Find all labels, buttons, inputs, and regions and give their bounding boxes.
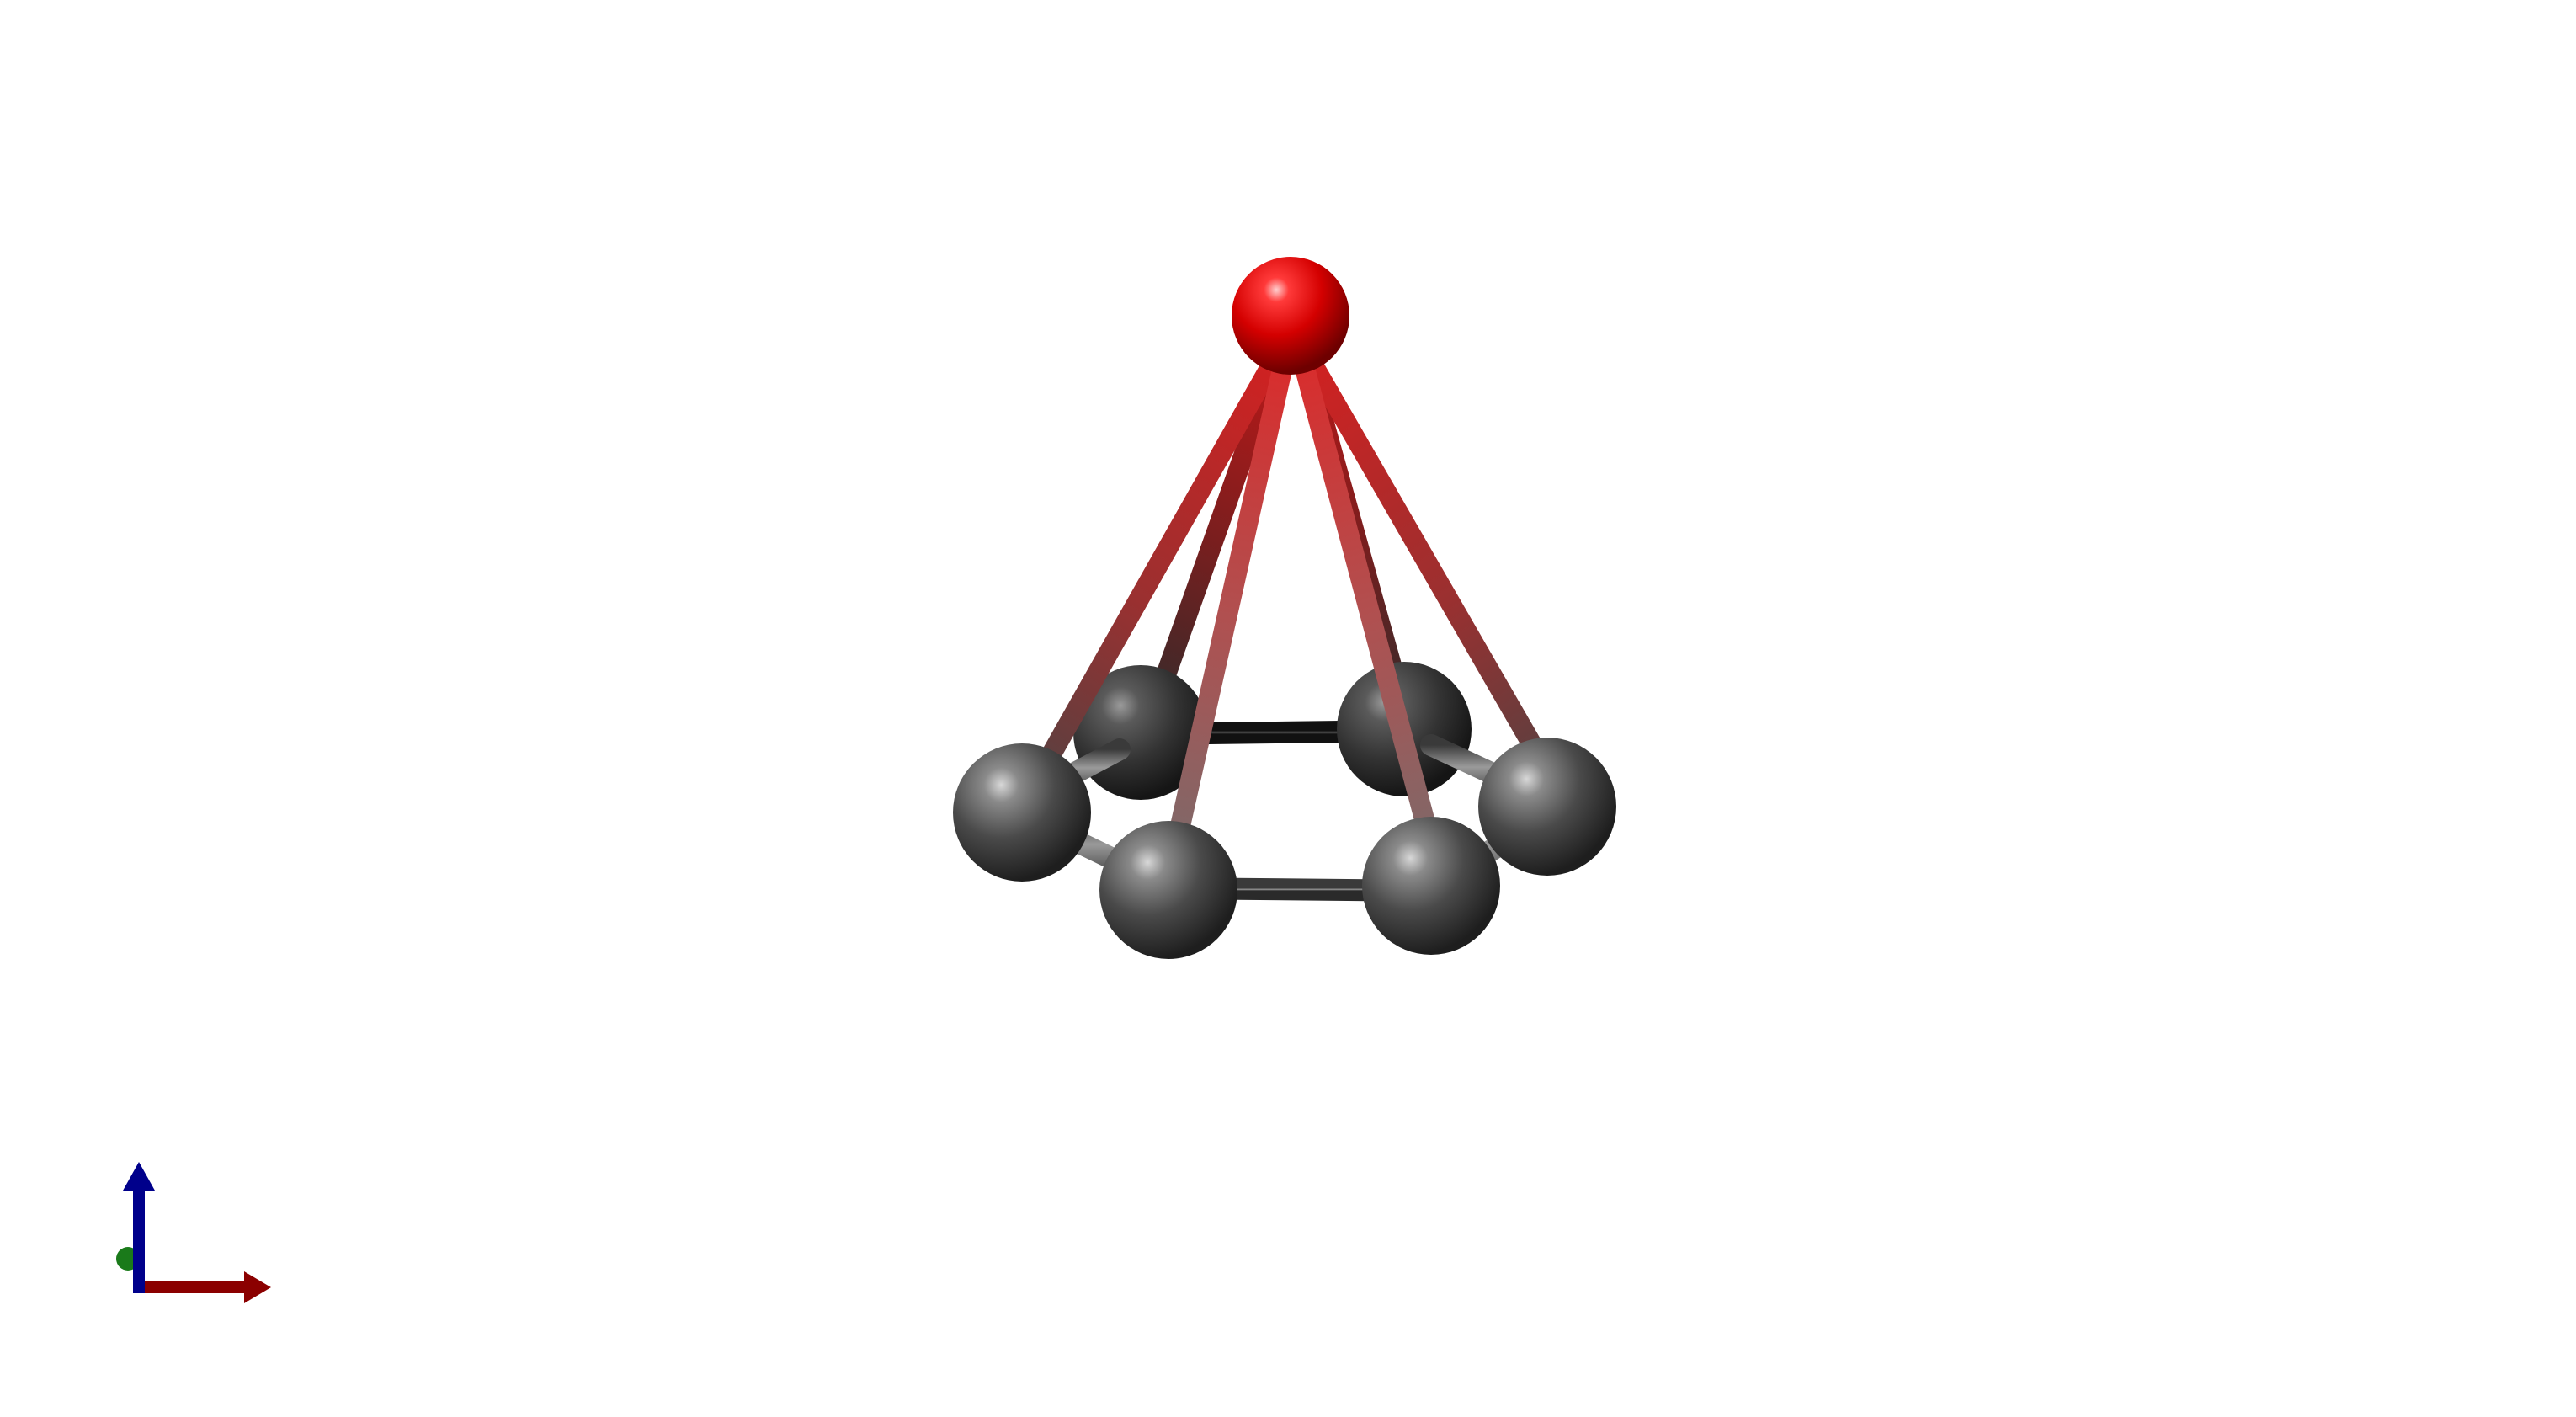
bond-apex-left bbox=[1032, 348, 1285, 780]
atom-carbon-left[interactable] bbox=[953, 743, 1091, 882]
x-axis-shaft bbox=[133, 1281, 247, 1293]
bond-apex-front-left bbox=[1168, 352, 1294, 844]
atom-carbon-right[interactable] bbox=[1478, 738, 1616, 876]
bond-apex-right bbox=[1299, 348, 1556, 778]
molecule[interactable] bbox=[953, 257, 1616, 959]
axes-indicator bbox=[116, 1162, 271, 1303]
atom-oxygen-apex[interactable] bbox=[1232, 257, 1349, 375]
bond-apex-back-left bbox=[1153, 344, 1290, 692]
atom-carbon-front-left[interactable] bbox=[1099, 821, 1237, 959]
bond-apex-front-right bbox=[1293, 352, 1438, 842]
atom-carbon-front-right[interactable] bbox=[1362, 817, 1500, 955]
x-axis-arrowhead bbox=[244, 1271, 271, 1303]
z-axis-shaft bbox=[133, 1187, 145, 1293]
z-axis-arrowhead bbox=[123, 1162, 155, 1191]
